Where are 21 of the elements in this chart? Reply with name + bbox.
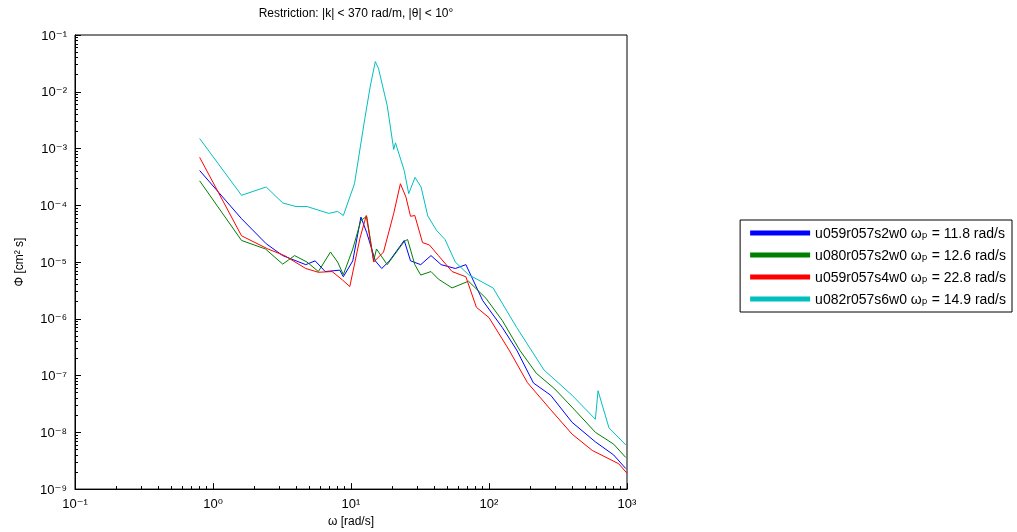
- y-axis-title: Φ [cm² s]: [12, 237, 26, 287]
- y-tick-label: 10⁻⁹: [40, 481, 67, 497]
- legend-label: u082r057s6w0 ωₚ = 14.9 rad/s: [815, 291, 1007, 307]
- legend-label: u059r057s2w0 ωₚ = 11.8 rad/s: [815, 225, 1005, 241]
- y-tick-label: 10⁻⁶: [40, 311, 67, 327]
- x-tick-label: 10⁻¹: [62, 496, 89, 512]
- x-tick-label: 10⁰: [203, 496, 223, 512]
- y-tick-label: 10⁻⁸: [40, 424, 67, 440]
- y-tick-label: 10⁻³: [41, 141, 68, 157]
- y-tick-label: 10⁻⁷: [40, 368, 68, 384]
- x-tick-label: 10²: [479, 496, 500, 512]
- legend-label: u080r057s2w0 ωₚ = 12.6 rad/s: [815, 247, 1007, 263]
- legend-label: u059r057s4w0 ωₚ = 22.8 rad/s: [815, 269, 1007, 285]
- y-tick-label: 10⁻⁵: [40, 254, 67, 270]
- x-axis-title: ω [rad/s]: [327, 514, 375, 528]
- y-tick-label: 10⁻¹: [41, 27, 68, 43]
- y-tick-label: 10⁻⁴: [40, 197, 67, 213]
- chart-title: Restriction: |k| < 370 rad/m, |θ| < 10°: [258, 6, 454, 20]
- x-tick-label: 10¹: [341, 496, 362, 512]
- y-tick-label: 10⁻²: [41, 84, 68, 100]
- x-tick-label: 10³: [617, 496, 638, 512]
